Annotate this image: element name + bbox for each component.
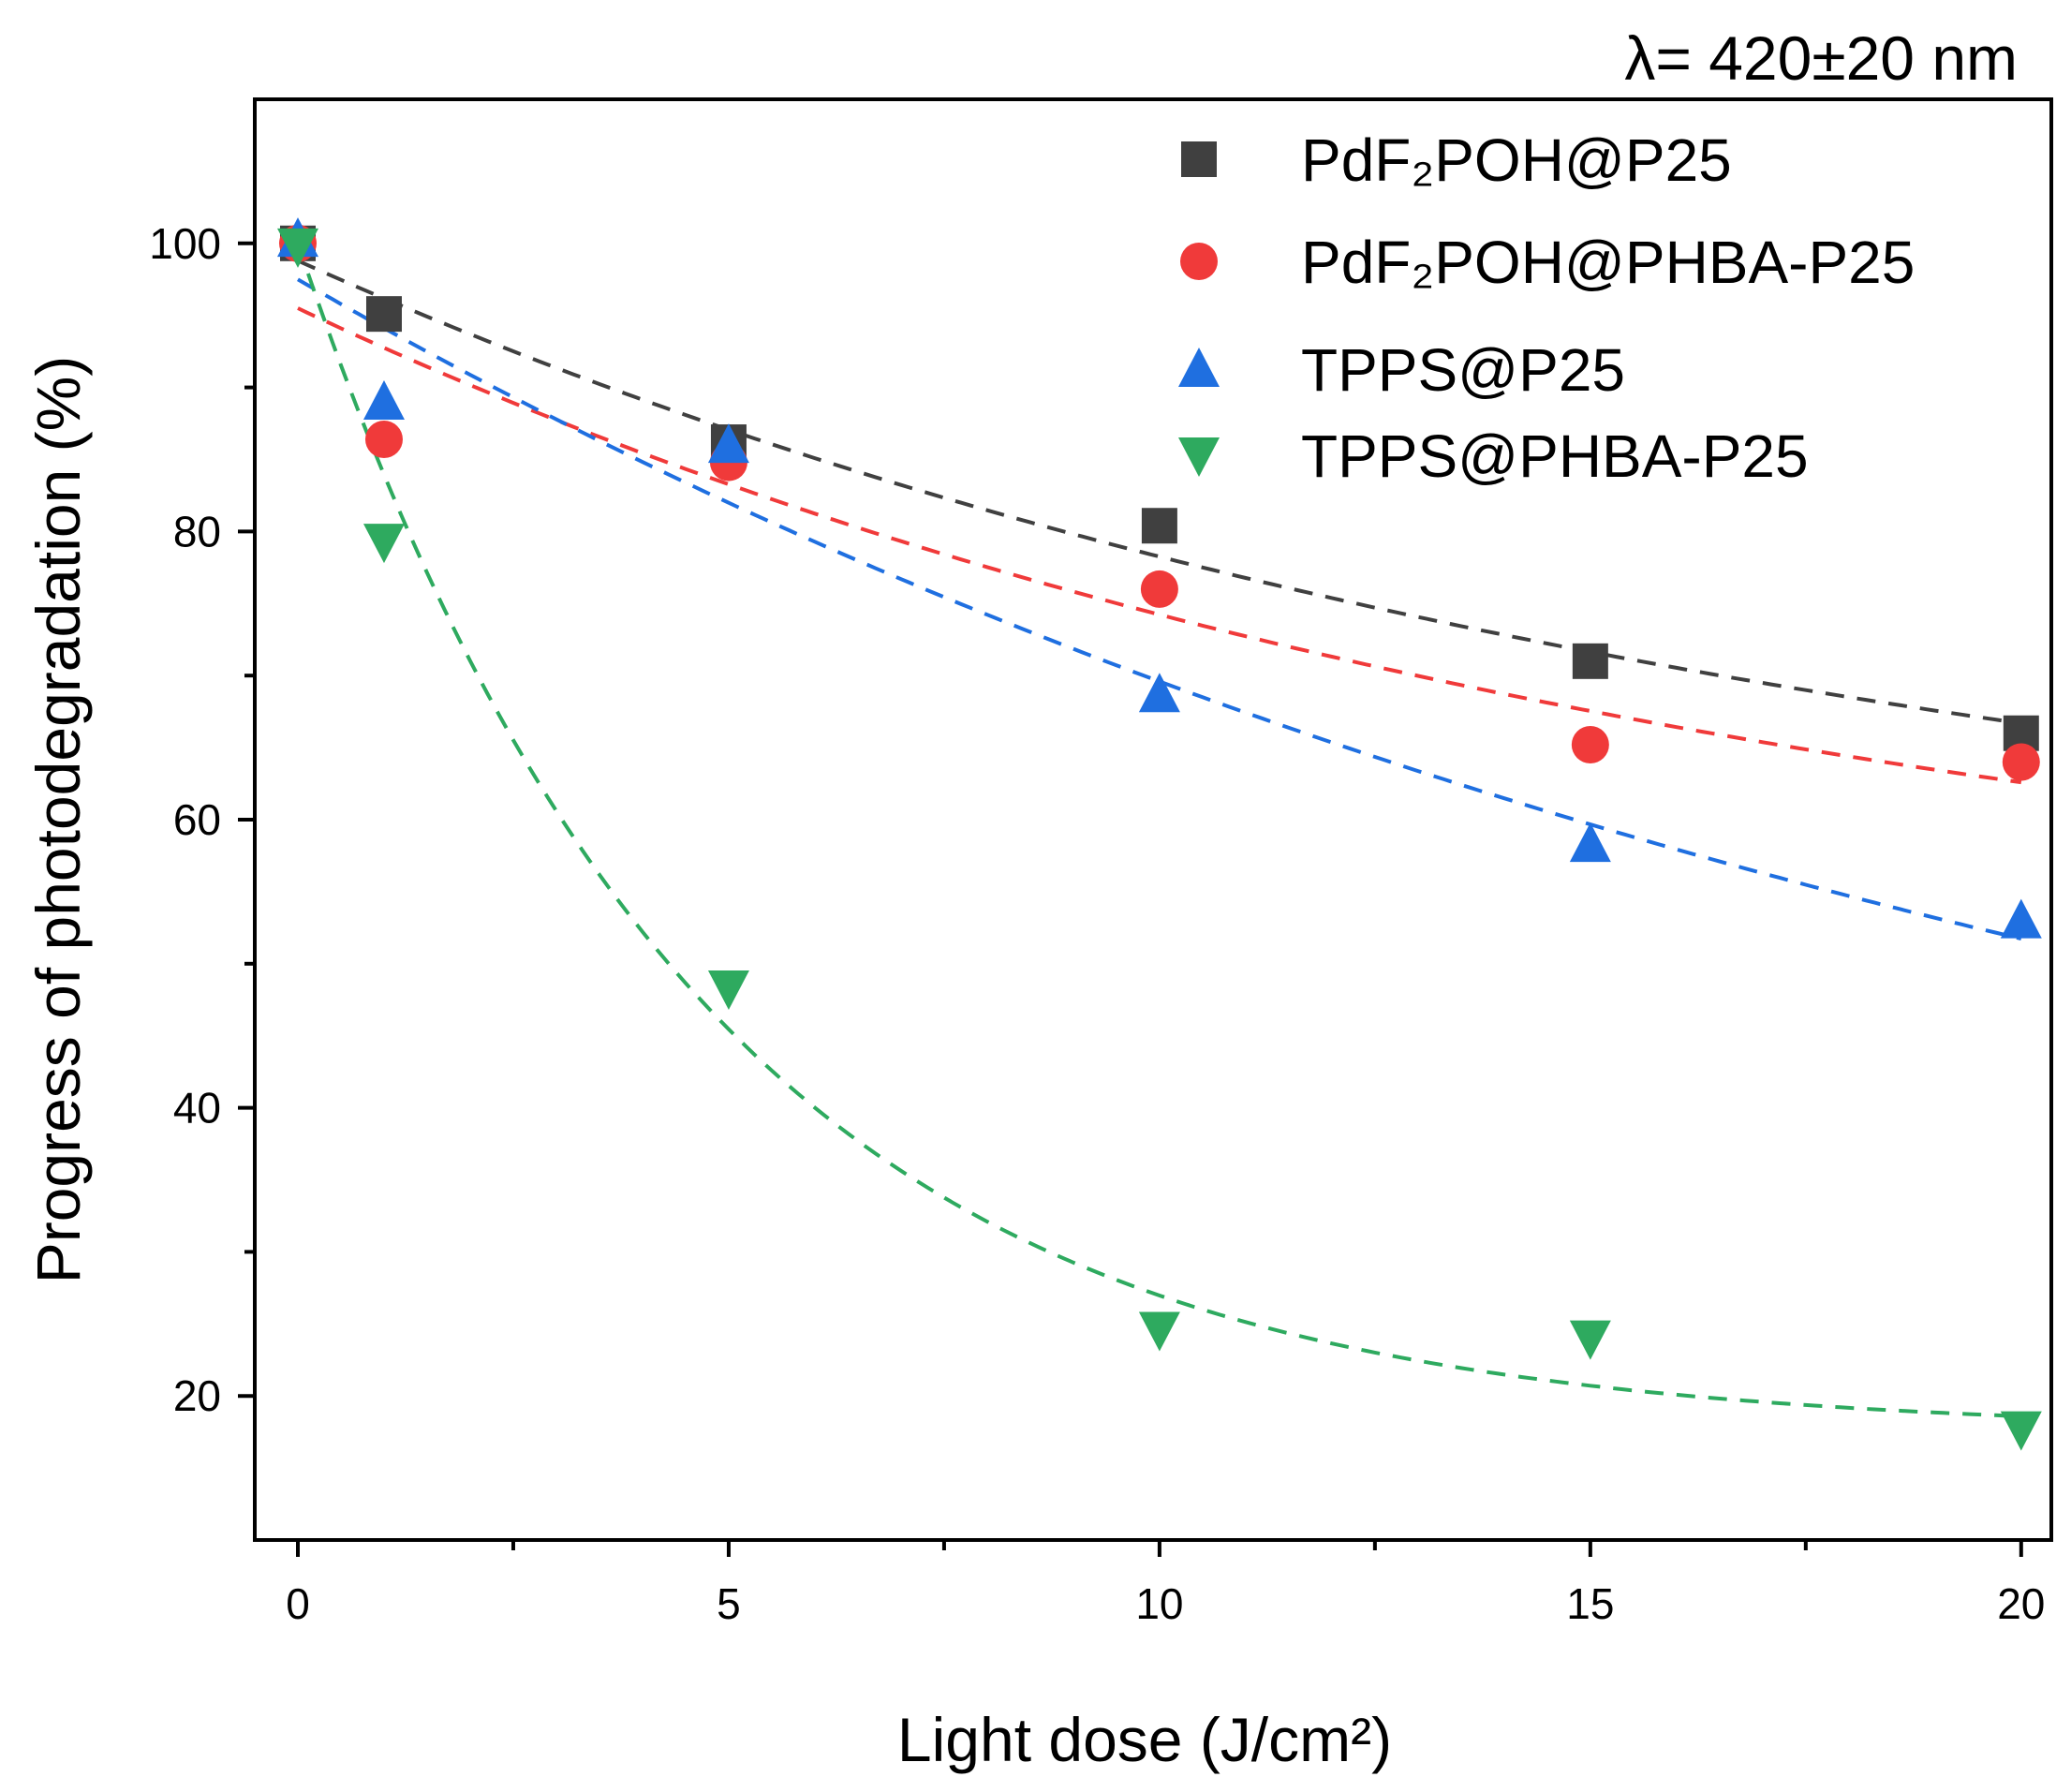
data-point	[1572, 643, 1608, 679]
legend-label-3: TPPS@PHBA-P25	[1301, 422, 1809, 490]
data-point	[365, 296, 402, 333]
legend-label-0: PdF₂POH@P25	[1301, 126, 1732, 194]
fit-curve-2	[297, 277, 2022, 941]
legend-marker-0	[1181, 141, 1217, 177]
x-tick-label: 0	[286, 1579, 310, 1628]
y-tick-label: 100	[149, 219, 221, 268]
data-point	[362, 379, 405, 420]
data-point	[1138, 673, 1180, 713]
axes: 0 5 10 15 20 20 40 60 80 100	[149, 219, 2045, 1628]
data-point	[2000, 898, 2042, 939]
data-point	[2000, 1411, 2042, 1451]
data-point	[1141, 508, 1177, 544]
chart-title: λ= 420±20 nm	[1624, 23, 2018, 93]
fit-curves	[296, 243, 2022, 1418]
legend-marker-2	[1178, 348, 1220, 387]
data-points	[276, 217, 2042, 1451]
data-point	[1138, 1311, 1180, 1352]
x-tick-label: 10	[1135, 1579, 1183, 1628]
x-tick-label: 5	[717, 1579, 741, 1628]
x-tick-label: 15	[1566, 1579, 1614, 1628]
legend: PdF₂POH@P25 PdF₂POH@PHBA-P25 TPPS@P25 TPPS@…	[1178, 126, 1915, 490]
fit-curve-3	[296, 243, 2021, 1418]
y-tick-label: 80	[173, 507, 221, 555]
legend-label-1: PdF₂POH@PHBA-P25	[1301, 229, 1915, 296]
x-tick-label: 20	[1997, 1579, 2045, 1628]
legend-label-2: TPPS@P25	[1301, 336, 1625, 404]
data-point	[1571, 726, 1609, 764]
data-point	[1140, 570, 1178, 608]
y-tick-label: 20	[173, 1371, 221, 1420]
fit-curve-1	[297, 306, 2022, 785]
y-tick-label: 60	[173, 795, 221, 844]
data-point	[1569, 1320, 1611, 1360]
data-point	[1569, 822, 1611, 863]
legend-marker-1	[1180, 243, 1218, 280]
data-point	[364, 420, 403, 458]
y-axis-label: Progress of photodegradation (%)	[23, 356, 93, 1284]
data-point	[362, 524, 405, 564]
legend-marker-3	[1178, 437, 1220, 477]
data-point	[707, 423, 749, 464]
data-point	[707, 970, 749, 1010]
fit-curve-0	[297, 259, 2022, 726]
data-point	[2002, 743, 2040, 781]
data-point	[276, 228, 318, 268]
x-axis-label: Light dose (J/cm²)	[897, 1705, 1392, 1774]
y-tick-label: 40	[173, 1084, 221, 1133]
